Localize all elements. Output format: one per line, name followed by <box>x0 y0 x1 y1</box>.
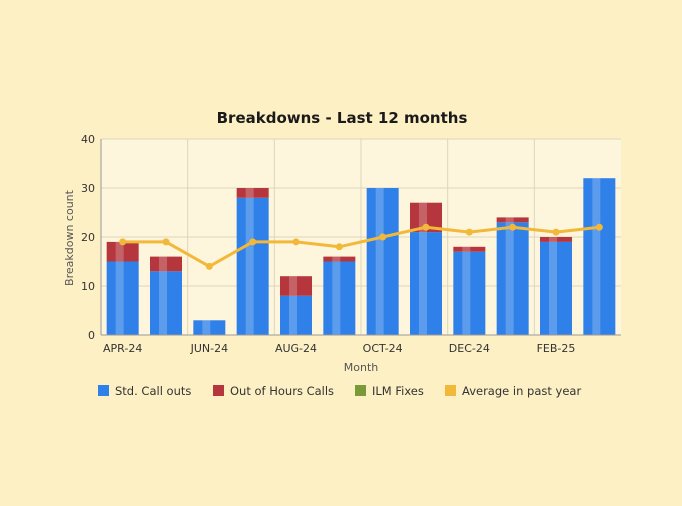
bar-std-call-outs <box>366 188 399 335</box>
legend-swatch <box>98 385 109 396</box>
average-point <box>119 238 127 246</box>
bar-std-call-outs <box>453 251 486 335</box>
average-point <box>205 262 213 270</box>
bar-highlight <box>549 241 557 335</box>
bar-out-of-hours-calls <box>323 256 356 262</box>
bar-highlight <box>289 295 297 335</box>
y-tick-label: 30 <box>81 182 95 195</box>
bar-highlight <box>419 232 427 335</box>
y-tick-label: 10 <box>81 280 95 293</box>
x-tick-label: AUG-24 <box>275 342 317 355</box>
x-axis-label: Month <box>344 361 379 374</box>
bar-out-of-hours-calls <box>540 237 572 242</box>
bar-std-call-outs <box>236 197 269 335</box>
bar-highlight <box>592 178 601 335</box>
bar-std-call-outs <box>150 271 182 335</box>
average-point <box>595 223 603 231</box>
bar-std-call-outs <box>410 232 442 335</box>
average-line <box>119 223 603 270</box>
y-axis-ticks: 0 10 20 30 40 <box>81 133 95 342</box>
average-point <box>552 228 560 236</box>
legend-label: Out of Hours Calls <box>230 384 334 398</box>
bar-highlight <box>505 217 514 223</box>
bar-std-call-outs <box>496 222 529 335</box>
bar-std-call-outs <box>106 261 139 335</box>
x-tick-label: FEB-25 <box>537 342 576 355</box>
average-point <box>162 238 170 246</box>
x-tick-label: JUN-24 <box>190 342 229 355</box>
x-tick-label: OCT-24 <box>363 342 403 355</box>
bar-highlight <box>202 320 211 335</box>
average-point <box>379 233 387 241</box>
bar-highlight <box>115 241 124 262</box>
bar-std-call-outs <box>323 261 356 335</box>
legend-swatch <box>445 385 456 396</box>
bar-std-call-outs <box>540 241 572 335</box>
x-tick-label: APR-24 <box>103 342 142 355</box>
average-point <box>465 228 473 236</box>
bar-highlight <box>159 271 167 335</box>
average-point <box>509 223 517 231</box>
average-point <box>422 223 430 231</box>
legend-label: ILM Fixes <box>372 384 424 398</box>
legend-label: Std. Call outs <box>115 384 191 398</box>
bar-highlight <box>159 256 167 272</box>
bar-out-of-hours-calls <box>496 217 529 223</box>
legend: Std. Call outs Out of Hours Calls ILM Fixe… <box>98 384 581 398</box>
bar-out-of-hours-calls <box>236 188 269 198</box>
bar-highlight <box>332 256 341 262</box>
average-point <box>249 238 257 246</box>
bar-out-of-hours-calls <box>150 256 182 272</box>
average-line-path <box>122 225 600 268</box>
bars <box>106 178 616 335</box>
y-tick-label: 0 <box>88 329 95 342</box>
bar-std-call-outs <box>280 295 312 335</box>
y-axis-label: Breakdown count <box>63 189 76 286</box>
legend-label: Average in past year <box>462 384 581 398</box>
x-axis-ticks: APR-24 JUN-24 AUG-24 OCT-24 DEC-24 FEB-25 <box>103 342 575 355</box>
bar-out-of-hours-calls <box>280 276 312 296</box>
bar-highlight <box>332 261 341 335</box>
y-tick-label: 20 <box>81 231 95 244</box>
bar-highlight <box>505 222 514 335</box>
bar-std-call-outs <box>583 178 616 335</box>
y-tick-label: 40 <box>81 133 95 146</box>
bar-highlight <box>375 188 384 335</box>
bar-highlight <box>419 202 427 233</box>
bar-highlight <box>245 197 254 335</box>
average-point <box>335 243 343 251</box>
average-point <box>292 238 300 246</box>
legend-swatch <box>355 385 366 396</box>
bar-highlight <box>549 237 557 242</box>
bar-highlight <box>462 246 471 252</box>
legend-swatch <box>213 385 224 396</box>
chart-title: Breakdowns - Last 12 months <box>217 109 468 127</box>
x-tick-label: DEC-24 <box>449 342 490 355</box>
bar-highlight <box>245 188 254 198</box>
bar-out-of-hours-calls <box>453 246 486 252</box>
bar-out-of-hours-calls <box>106 241 139 262</box>
bar-highlight <box>462 251 471 335</box>
bar-highlight <box>289 276 297 296</box>
bar-std-call-outs <box>193 320 226 335</box>
bar-highlight <box>115 261 124 335</box>
